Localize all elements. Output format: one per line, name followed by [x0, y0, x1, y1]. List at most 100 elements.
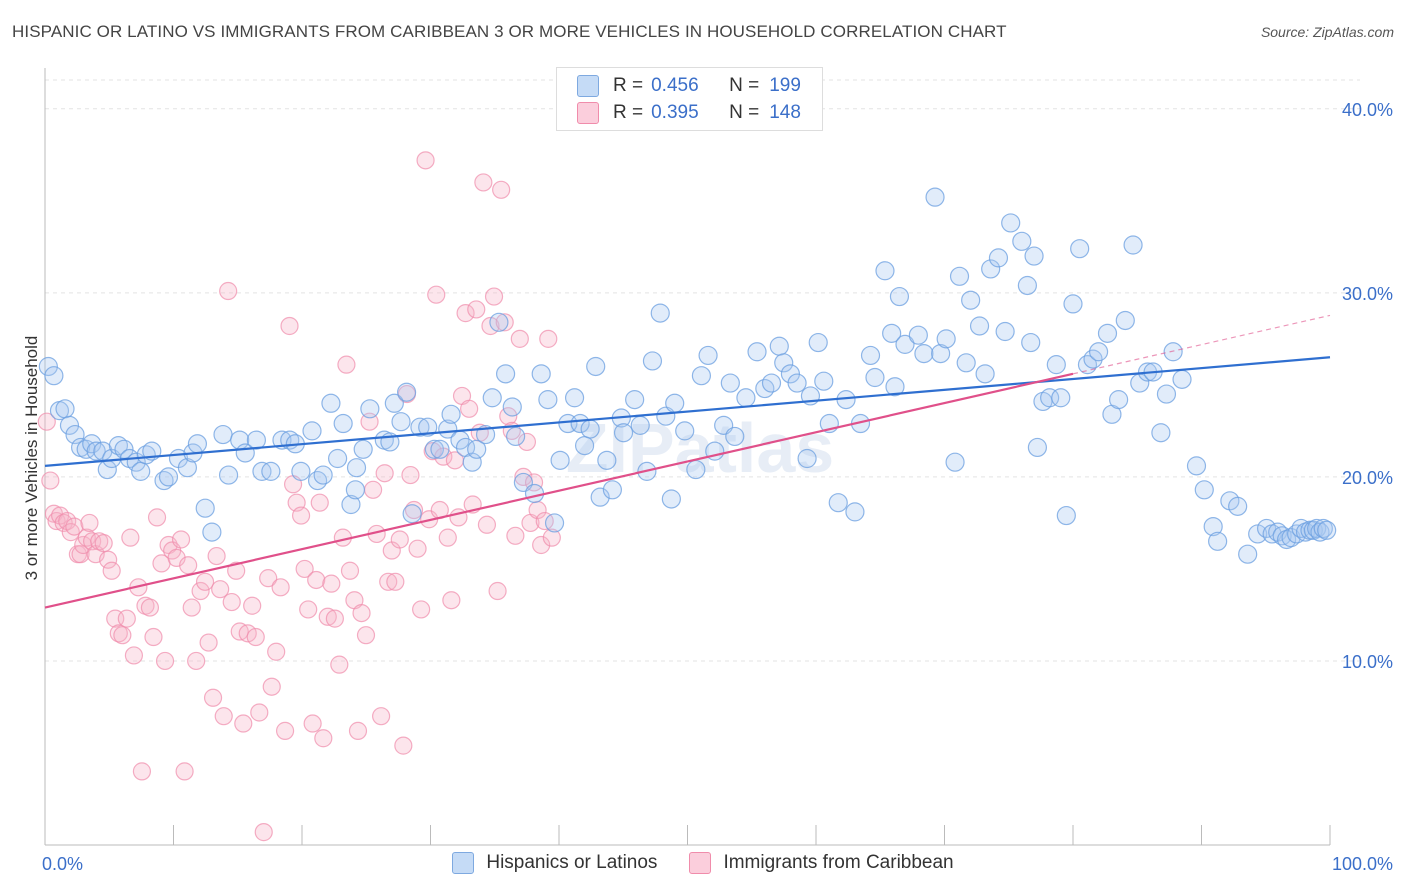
y-tick-label-3: 40.0%	[1342, 100, 1393, 120]
x-tick-label-0: 0.0%	[42, 854, 83, 874]
y-tick-label-1: 20.0%	[1342, 468, 1393, 488]
point-caribbean-18	[99, 550, 118, 569]
point-hispanic-153	[1056, 505, 1076, 526]
point-hispanic-83	[586, 356, 606, 377]
point-hispanic-69	[495, 364, 516, 384]
point-hispanic-148	[1027, 437, 1047, 458]
point-caribbean-30	[144, 627, 163, 647]
point-hispanic-97	[675, 421, 695, 441]
point-hispanic-129	[908, 325, 928, 345]
point-hispanic-95	[661, 489, 681, 509]
point-hispanic-154	[1063, 294, 1083, 314]
point-hispanic-68	[489, 312, 509, 332]
point-caribbean-69	[299, 600, 318, 619]
point-caribbean-24	[121, 528, 140, 547]
point-hispanic-172	[1194, 480, 1214, 500]
point-caribbean-100	[416, 151, 435, 170]
y-tick-label-2: 30.0%	[1342, 284, 1393, 304]
point-hispanic-77	[550, 450, 570, 470]
legend-n-value-caribbean: 148	[769, 102, 801, 123]
point-hispanic-131	[925, 187, 945, 207]
y-axis-label: 3 or more Vehicles in Household	[22, 335, 41, 581]
point-hispanic-128	[895, 334, 915, 354]
point-hispanic-64	[462, 452, 482, 472]
point-hispanic-122	[860, 345, 881, 366]
chart-source: Source: ZipAtlas.com	[1260, 24, 1394, 40]
point-hispanic-147	[1024, 246, 1044, 266]
point-caribbean-29	[140, 598, 160, 617]
point-hispanic-60	[438, 419, 458, 439]
point-caribbean-121	[492, 180, 511, 199]
point-hispanic-38	[291, 461, 311, 481]
point-hispanic-144	[1012, 231, 1032, 251]
point-caribbean-25	[124, 646, 144, 665]
x-tick-label-1: 100.0%	[1332, 854, 1393, 874]
point-caribbean-40	[182, 598, 201, 617]
point-hispanic-155	[1070, 239, 1090, 259]
point-hispanic-27	[202, 522, 222, 542]
point-caribbean-37	[171, 530, 191, 549]
point-hispanic-99	[691, 366, 712, 386]
point-hispanic-41	[313, 465, 333, 485]
point-hispanic-146	[1021, 332, 1041, 353]
chart-title: HISPANIC OR LATINO VS IMMIGRANTS FROM CA…	[12, 22, 1007, 41]
point-caribbean-117	[477, 515, 497, 534]
point-caribbean-13	[80, 513, 99, 533]
point-hispanic-49	[360, 399, 380, 419]
point-caribbean-103	[427, 285, 446, 304]
point-hispanic-103	[720, 373, 740, 393]
point-caribbean-50	[222, 592, 241, 612]
point-hispanic-161	[1109, 390, 1129, 410]
point-hispanic-150	[1040, 388, 1060, 408]
point-caribbean-119	[484, 287, 504, 306]
point-hispanic-105	[736, 388, 756, 408]
point-caribbean-62	[271, 578, 290, 597]
y-tick-label-0: 10.0%	[1342, 652, 1393, 672]
point-hispanic-118	[828, 493, 848, 513]
point-hispanic-145	[1017, 275, 1037, 296]
bottom-legend-swatch-caribbean	[689, 852, 712, 874]
point-hispanic-191	[1310, 522, 1330, 542]
point-hispanic-55	[402, 504, 422, 524]
point-hispanic-134	[945, 452, 965, 472]
point-caribbean-133	[535, 511, 554, 531]
point-hispanic-48	[353, 439, 373, 459]
point-caribbean-19	[102, 561, 121, 580]
point-hispanic-104	[725, 426, 745, 447]
point-hispanic-71	[506, 426, 526, 447]
point-hispanic-152	[1051, 388, 1071, 408]
point-caribbean-99	[412, 600, 431, 619]
point-hispanic-25	[187, 434, 208, 454]
bottom-legend-label-caribbean: Immigrants from Caribbean	[723, 852, 954, 873]
legend-r-value-caribbean: 0.395	[651, 102, 699, 123]
point-hispanic-76	[544, 513, 565, 533]
point-caribbean-48	[214, 707, 233, 726]
point-hispanic-57	[418, 417, 438, 437]
point-caribbean-31	[147, 508, 167, 527]
point-hispanic-75	[538, 390, 558, 410]
point-hispanic-21	[158, 467, 179, 487]
point-hispanic-126	[885, 377, 905, 397]
point-hispanic-23	[177, 458, 198, 478]
legend-r-label: R =	[613, 102, 644, 123]
point-caribbean-130	[524, 473, 544, 492]
point-caribbean-43	[195, 572, 215, 591]
point-hispanic-93	[650, 303, 670, 323]
point-hispanic-80	[570, 413, 590, 434]
point-caribbean-93	[390, 530, 409, 549]
point-caribbean-38	[175, 762, 194, 781]
point-hispanic-70	[502, 397, 522, 417]
point-caribbean-107	[442, 591, 461, 610]
point-hispanic-112	[787, 373, 807, 393]
point-hispanic-47	[346, 458, 367, 478]
point-caribbean-49	[219, 281, 238, 301]
trend-line-hispanic	[44, 356, 1331, 467]
point-caribbean-3	[47, 511, 66, 531]
point-hispanic-170	[1172, 369, 1192, 389]
point-caribbean-75	[322, 574, 341, 593]
point-hispanic-100	[698, 345, 718, 366]
point-hispanic-192	[1313, 518, 1333, 539]
point-caribbean-97	[404, 500, 424, 520]
point-hispanic-174	[1208, 531, 1228, 551]
point-hispanic-74	[531, 364, 551, 384]
